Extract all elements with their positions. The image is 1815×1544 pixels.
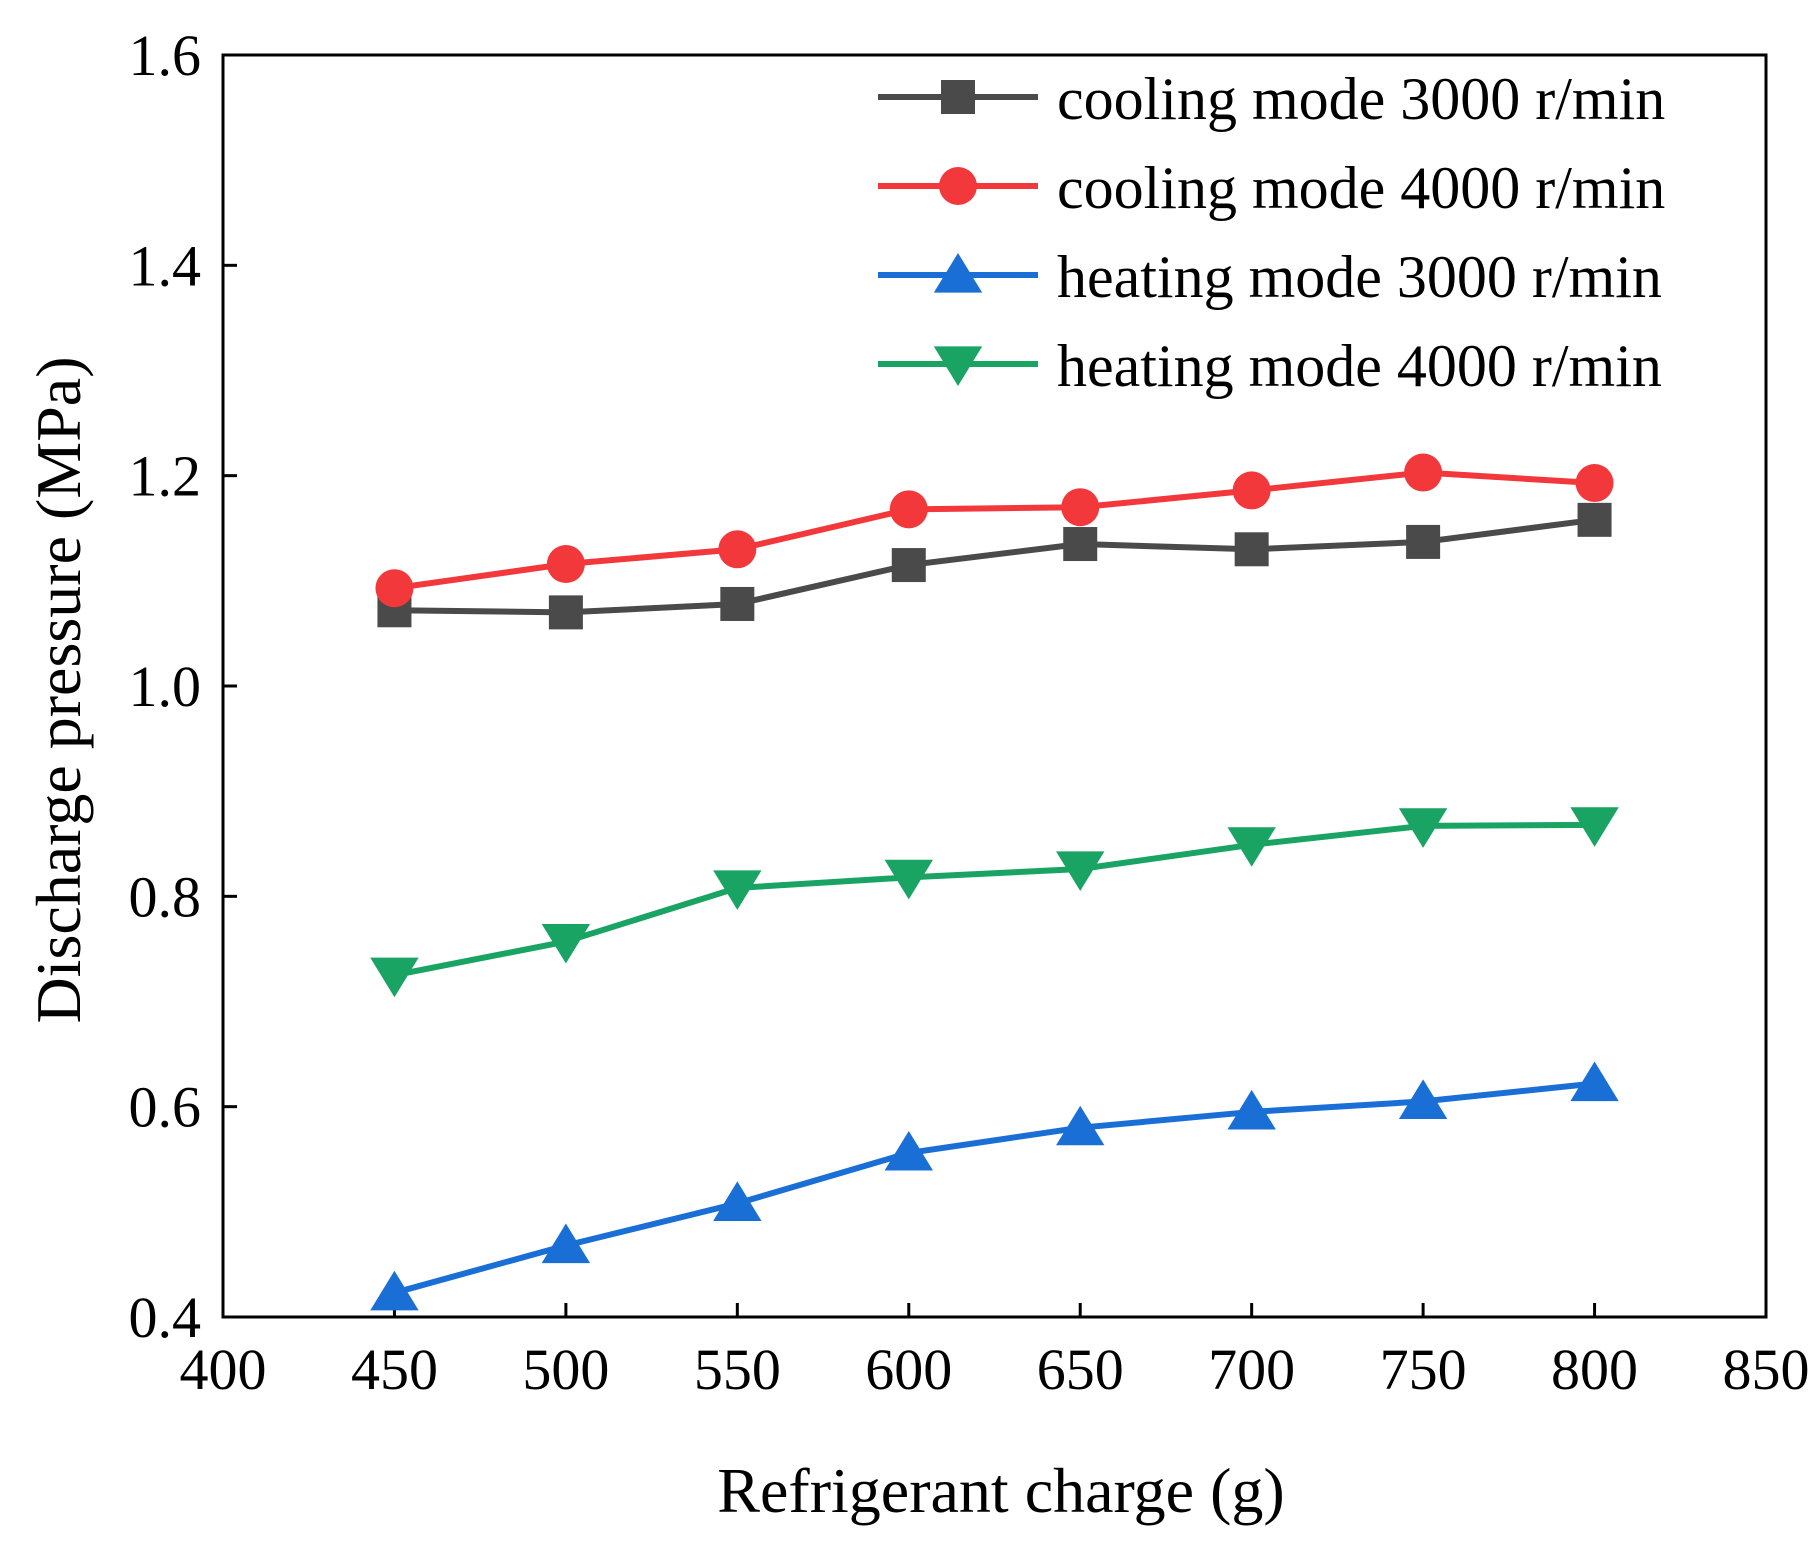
x-tick-label: 500 — [522, 1337, 609, 1402]
series-line — [393, 821, 1595, 979]
x-tick-label: 800 — [1551, 1337, 1638, 1402]
x-tick-label: 750 — [1380, 1337, 1467, 1402]
data-point — [1406, 524, 1441, 559]
series-3 — [370, 1061, 1619, 1311]
legend-item: cooling mode 4000 r/min — [878, 155, 1665, 221]
legend-marker — [933, 346, 983, 386]
legend: cooling mode 3000 r/min cooling mode 4000… — [878, 66, 1665, 399]
y-tick-label: 1.4 — [129, 233, 202, 298]
data-point — [1577, 502, 1612, 537]
x-tick-label: 850 — [1723, 1337, 1810, 1402]
legend-label: cooling mode 4000 r/min — [1057, 155, 1665, 221]
data-point — [1061, 488, 1100, 527]
data-point — [1063, 527, 1098, 562]
legend-marker — [941, 80, 975, 114]
data-point — [1232, 471, 1271, 510]
data-point — [1398, 1079, 1448, 1120]
y-tick-label: 0.4 — [129, 1285, 202, 1350]
data-point — [1227, 1089, 1276, 1130]
legend-label: heating mode 3000 r/min — [1057, 244, 1662, 310]
x-tick-label: 700 — [1208, 1337, 1295, 1402]
data-point — [1404, 453, 1443, 492]
x-tick-label: 400 — [180, 1337, 267, 1402]
data-point — [884, 859, 933, 900]
data-point — [1056, 851, 1105, 891]
y-tick-label: 0.8 — [129, 864, 202, 929]
x-tick-label: 550 — [694, 1337, 781, 1402]
data-point — [541, 1223, 591, 1264]
legend-label: cooling mode 3000 r/min — [1057, 66, 1665, 132]
data-point — [546, 545, 585, 584]
data-point — [718, 530, 757, 569]
data-point — [1398, 808, 1448, 848]
y-tick-label: 0.6 — [129, 1075, 202, 1140]
data-point — [1056, 1105, 1105, 1146]
series-line — [394, 469, 1595, 592]
legend-item: heating mode 4000 r/min — [878, 333, 1662, 399]
y-tick-label: 1.6 — [129, 23, 202, 88]
x-tick-label: 650 — [1037, 1337, 1124, 1402]
series-line — [394, 516, 1595, 616]
data-point — [891, 548, 926, 583]
series-4 — [370, 807, 1619, 998]
x-tick-label: 450 — [351, 1337, 438, 1402]
data-point — [1570, 1061, 1619, 1102]
data-point — [1227, 827, 1276, 867]
data-point — [1234, 532, 1269, 567]
series-line — [393, 1080, 1595, 1296]
data-point — [884, 1130, 933, 1171]
x-tick-label: 600 — [865, 1337, 952, 1402]
data-point — [370, 957, 419, 998]
legend-item: heating mode 3000 r/min — [878, 244, 1662, 310]
data-point — [1575, 464, 1614, 503]
data-point — [548, 595, 583, 630]
legend-marker — [939, 167, 977, 205]
y-axis-title: Discharge pressure (MPa) — [23, 356, 94, 1023]
data-point — [541, 923, 591, 964]
axis-ticks: 400 450 500 550 600 650 700 750 800 850 0.4 0.6 0.8 1… — [129, 23, 1810, 1402]
data-point — [1570, 807, 1619, 847]
series-group — [370, 453, 1619, 1311]
data-point — [375, 569, 414, 608]
legend-marker — [933, 253, 983, 293]
y-tick-label: 1.0 — [129, 654, 202, 719]
x-axis-title: Refrigerant charge (g) — [717, 1455, 1284, 1526]
data-point — [713, 870, 762, 910]
data-point — [370, 1270, 419, 1311]
data-point — [889, 490, 928, 529]
legend-label: heating mode 4000 r/min — [1057, 333, 1662, 399]
data-point — [720, 586, 755, 621]
y-tick-label: 1.2 — [129, 444, 202, 509]
series-2 — [375, 453, 1614, 608]
legend-item: cooling mode 3000 r/min — [878, 66, 1665, 132]
data-point — [713, 1181, 762, 1222]
